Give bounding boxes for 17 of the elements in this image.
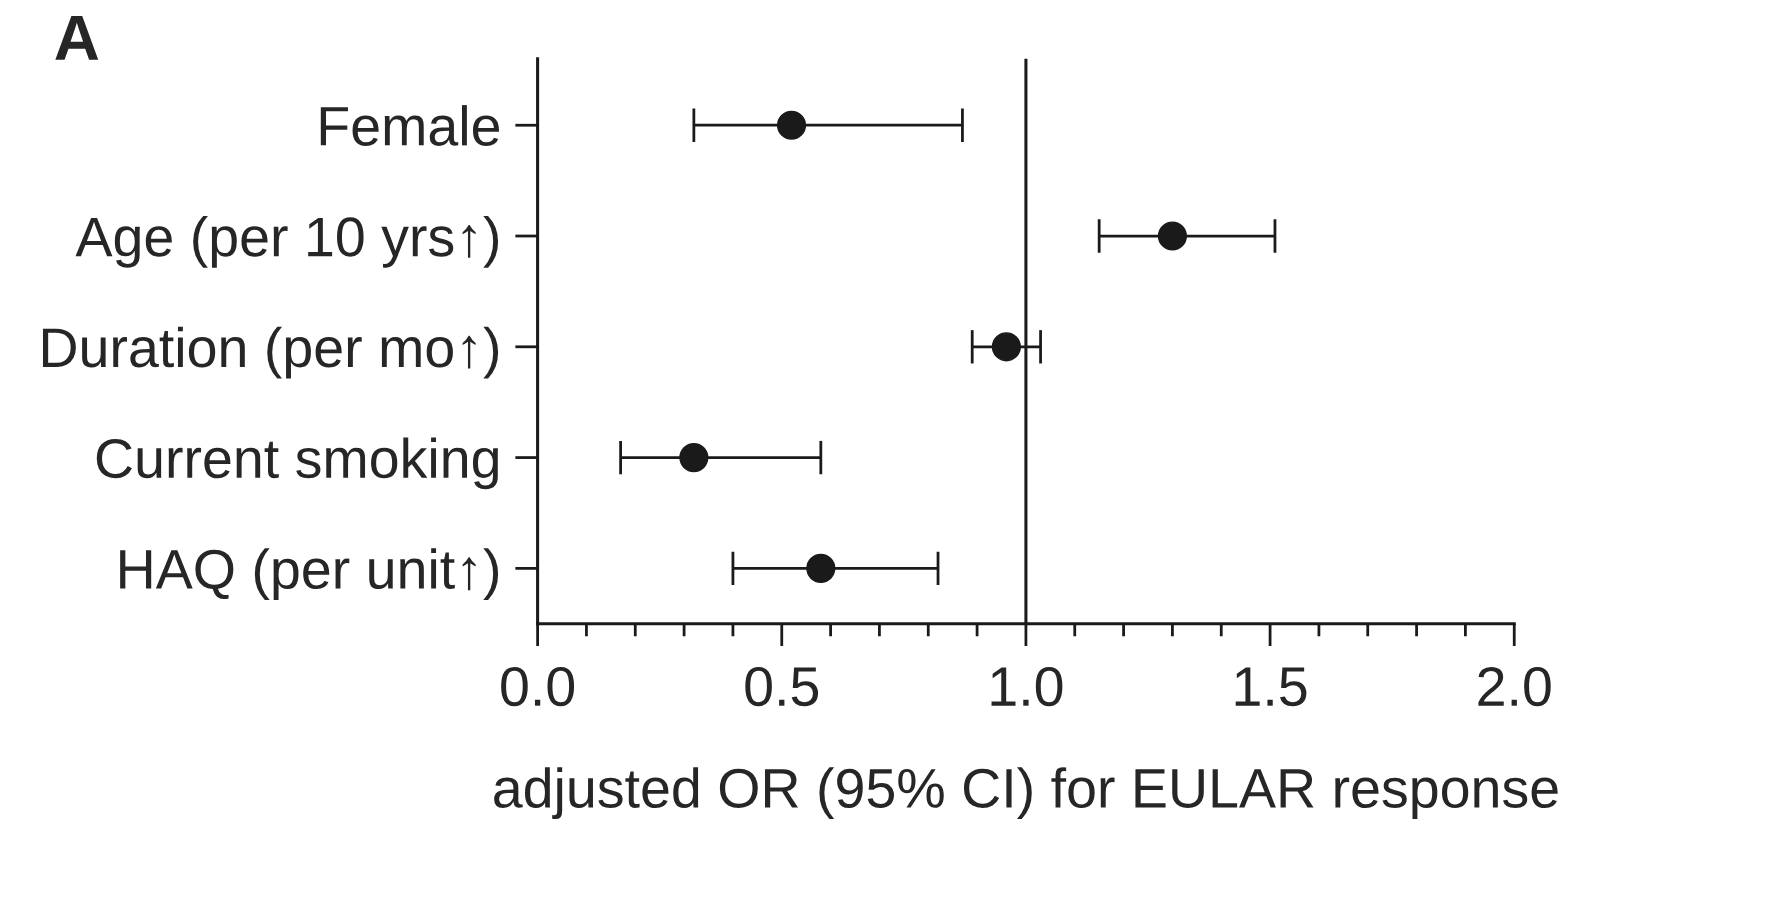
y-tick-label: Current smoking: [96, 437, 498, 490]
x-tick-label: 0.5: [745, 666, 819, 707]
x-tick-label: 1.5: [1235, 667, 1307, 707]
point: [679, 442, 709, 473]
x-tick-label: 0.0: [501, 666, 575, 707]
x-tick-label: 1.0: [991, 666, 1063, 707]
point: [1157, 221, 1188, 251]
point: [991, 332, 1021, 362]
x-tick-label: 2.0: [1478, 666, 1551, 707]
y-tick-label: HAQ (per unit↑): [120, 548, 499, 601]
point: [806, 553, 836, 583]
y-tick-label: Duration (per mo↑): [42, 326, 499, 379]
point: [776, 110, 807, 140]
x-axis-title: adjusted OR (95% CI) for EULAR response: [494, 767, 1558, 819]
y-tick-label: Female: [320, 105, 500, 146]
text: A: [55, 15, 99, 60]
y-tick-label: Age (per 10 yrs↑): [75, 215, 499, 268]
